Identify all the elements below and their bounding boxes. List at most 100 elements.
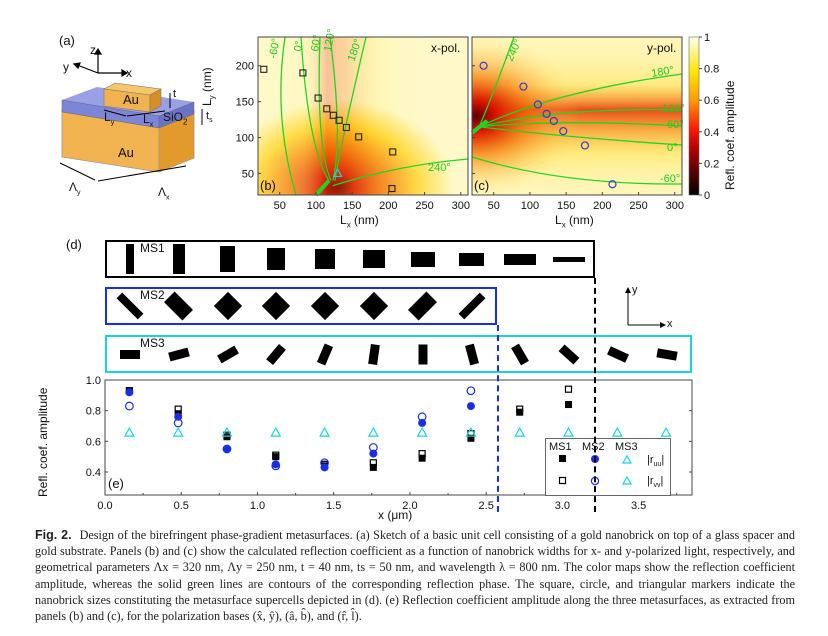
data-point-ms2-ruu xyxy=(174,412,183,421)
data-point-ms2-rvv xyxy=(124,401,134,411)
dim-ts-label: ts xyxy=(206,110,213,125)
data-point-ms1-rvv xyxy=(516,405,524,413)
data-point-ms2-ruu xyxy=(418,418,427,427)
square-marker xyxy=(314,94,322,102)
data-point-ms3 xyxy=(367,426,379,437)
nanobrick-ms2 xyxy=(213,291,242,321)
data-point-ms1-rvv xyxy=(272,451,280,459)
axis-label-x: x xyxy=(126,66,132,80)
nanobrick-ms3 xyxy=(120,349,140,359)
y-tick-label: 100 xyxy=(236,133,254,145)
legend-col-ms2: MS2 xyxy=(582,441,605,453)
nanobrick-ms1 xyxy=(363,250,385,268)
x-tick-label: 150 xyxy=(343,200,361,212)
x-tick-label: 300 xyxy=(666,200,684,212)
data-point-ms3 xyxy=(270,426,282,437)
panel-c-xlabel: Lx (nm) xyxy=(555,213,594,230)
data-point-ms2-rvv xyxy=(271,461,281,471)
x-tick-label: 3.0 xyxy=(555,500,570,512)
x-tick-label: 3.5 xyxy=(631,500,646,512)
data-point-ms2-ruu xyxy=(369,449,378,458)
nanobrick-ms2 xyxy=(408,291,438,321)
data-point-ms1-rvv xyxy=(369,459,377,467)
x-tick-label: 0.0 xyxy=(97,500,112,512)
data-point-ms3 xyxy=(319,426,331,437)
d-axis-y-label: y xyxy=(632,284,638,296)
axis-label-y: y xyxy=(63,60,69,74)
d-axis-x-label: x xyxy=(667,318,673,330)
data-point-ms1-ruu xyxy=(272,453,280,461)
nanobrick-ms1 xyxy=(553,256,586,262)
nanobrick-ms3 xyxy=(511,343,530,365)
nanobrick-ms1 xyxy=(315,249,336,269)
legend-row-ruu: |ruu| xyxy=(647,454,665,469)
d-coordinate-axes xyxy=(625,287,666,328)
legend-markers xyxy=(558,454,633,486)
legend-row-rvv: |rvv| xyxy=(647,475,664,490)
panel-b-label: (b) xyxy=(260,178,276,193)
x-tick-label: 100 xyxy=(307,200,325,212)
contour-line xyxy=(479,126,683,146)
legend-marker-ms1-uu xyxy=(559,455,566,462)
nanobrick-ms2 xyxy=(116,292,144,320)
contour-line xyxy=(478,36,515,128)
nanobrick-ms3 xyxy=(464,343,479,365)
data-point-ms3 xyxy=(660,426,672,437)
circle-marker xyxy=(519,82,528,91)
legend-col-ms1: MS1 xyxy=(549,441,572,453)
colorbar-tick-label: 1 xyxy=(704,32,710,44)
data-point-ms1-ruu xyxy=(418,454,426,462)
colorbar-tick-label: 0.2 xyxy=(704,158,719,170)
contour-bundle xyxy=(314,179,331,197)
panel-e-legend xyxy=(545,438,671,496)
colorbar-tick-label: 0 xyxy=(704,190,710,202)
square-marker xyxy=(260,65,268,73)
contour-label: 60° xyxy=(667,119,684,131)
dimension-arrows xyxy=(59,93,203,182)
data-point-ms1-ruu xyxy=(565,401,573,409)
spacer-material-label: SiO2 xyxy=(163,110,188,127)
dim-lambda-y-label: Λy xyxy=(69,180,81,197)
x-tick-label: 200 xyxy=(379,200,397,212)
data-point-ms3 xyxy=(611,426,623,437)
data-point-ms2-rvv xyxy=(173,418,183,428)
data-point-ms1-rvv xyxy=(223,431,231,439)
ms1-label: MS1 xyxy=(140,241,165,255)
nanobrick-ms3 xyxy=(216,345,239,363)
panel-e-ylabel: Refl. coef. amplitude xyxy=(36,387,50,497)
colorbar-tick-label: 0.4 xyxy=(704,127,719,139)
supercell-boundary-line xyxy=(497,325,499,512)
nanobrick-ms1 xyxy=(267,248,286,270)
data-point-ms2-ruu xyxy=(466,402,475,411)
data-point-ms2-rvv xyxy=(320,458,329,468)
y-tick-label: 1.0 xyxy=(86,375,101,387)
circle-marker xyxy=(542,109,551,118)
square-marker xyxy=(335,116,343,124)
nanobrick-ms3 xyxy=(558,343,580,365)
y-tick-label: 150 xyxy=(236,97,254,109)
dim-ly-label: Ly xyxy=(104,110,115,127)
data-point-ms3 xyxy=(123,426,135,437)
square-marker xyxy=(388,184,396,193)
panel-b-frame xyxy=(257,36,469,196)
nanobrick-ms3 xyxy=(656,347,678,361)
data-point-ms3 xyxy=(221,426,233,437)
ms1-row xyxy=(105,240,595,278)
brick-material-label: Au xyxy=(123,92,139,107)
nanobrick-ms1 xyxy=(504,253,537,265)
nanobrick-ms2 xyxy=(262,291,291,321)
contour-line xyxy=(479,122,683,128)
circle-marker xyxy=(608,180,617,189)
legend-col-ms3: MS3 xyxy=(615,441,638,453)
data-point-ms3 xyxy=(514,426,526,437)
nanobrick-ms2 xyxy=(311,291,340,321)
axis-label-z: z xyxy=(90,43,96,57)
panel-b-pol-label: x-pol. xyxy=(431,41,461,55)
caption-text: Design of the birefringent phase-gradien… xyxy=(35,528,795,624)
data-point-ms2-rvv xyxy=(466,386,476,396)
square-marker xyxy=(299,69,307,77)
contour-label: 0° xyxy=(292,40,306,52)
ms3-row xyxy=(105,335,692,373)
square-marker xyxy=(389,148,397,156)
x-tick-label: 2.5 xyxy=(479,500,494,512)
